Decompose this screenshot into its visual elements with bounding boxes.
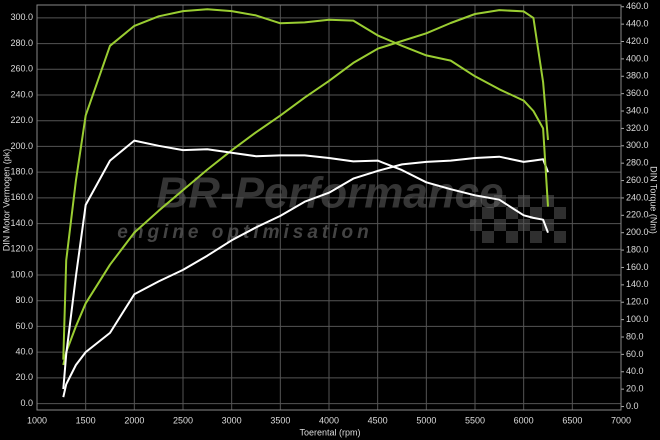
- y2-tick-label: 460.0: [626, 1, 649, 11]
- watermark-subtitle: engine optimisation: [117, 222, 372, 243]
- y2-tick-label: 40.0: [626, 366, 644, 376]
- y2-tick-label: 360.0: [626, 88, 649, 98]
- y-axis-title: DIN Motor Vermogen (pk): [1, 149, 11, 252]
- y2-tick-label: 140.0: [626, 279, 649, 289]
- y-tick-label: 200.0: [10, 141, 33, 151]
- y2-tick-label: 160.0: [626, 262, 649, 272]
- y2-tick-label: 280.0: [626, 158, 649, 168]
- y-tick-label: 220.0: [10, 115, 33, 125]
- y2-tick-label: 120.0: [626, 297, 649, 307]
- y2-tick-label: 100.0: [626, 314, 649, 324]
- y-tick-label: 120.0: [10, 244, 33, 254]
- data-line: [62, 9, 549, 366]
- y2-tick-label: 0.0: [626, 401, 639, 411]
- y2-tick-label: 60.0: [626, 349, 644, 359]
- x-tick-label: 3500: [270, 415, 290, 425]
- x-tick-label: 1000: [27, 415, 47, 425]
- x-tick-label: 2500: [173, 415, 193, 425]
- y-tick-label: 300.0: [10, 12, 33, 22]
- y-tick-label: 280.0: [10, 38, 33, 48]
- x-tick-label: 2000: [124, 415, 144, 425]
- data-line: [62, 155, 549, 398]
- y-tick-label: 260.0: [10, 64, 33, 74]
- y-tick-label: 80.0: [15, 295, 33, 305]
- y2-tick-label: 80.0: [626, 331, 644, 341]
- x-tick-label: 5500: [465, 415, 485, 425]
- y2-tick-label: 320.0: [626, 123, 649, 133]
- x-tick-label: 5000: [416, 415, 436, 425]
- x-tick-label: 4500: [368, 415, 388, 425]
- y2-tick-label: 440.0: [626, 18, 649, 28]
- y-tick-label: 40.0: [15, 347, 33, 357]
- y2-axis-title: DIN Torque (Nm): [649, 166, 659, 234]
- x-tick-label: 3000: [222, 415, 242, 425]
- y-tick-label: 0.0: [20, 398, 33, 408]
- y2-tick-label: 180.0: [626, 244, 649, 254]
- x-tick-label: 4000: [319, 415, 339, 425]
- x-tick-label: 7000: [611, 415, 631, 425]
- y2-tick-label: 240.0: [626, 192, 649, 202]
- y2-tick-label: 220.0: [626, 210, 649, 220]
- y-tick-label: 100.0: [10, 269, 33, 279]
- y2-tick-label: 380.0: [626, 71, 649, 81]
- data-line: [62, 139, 549, 390]
- y2-tick-label: 260.0: [626, 175, 649, 185]
- x-tick-label: 6000: [514, 415, 534, 425]
- y2-tick-label: 420.0: [626, 36, 649, 46]
- y-tick-label: 160.0: [10, 192, 33, 202]
- x-axis-title: Toerental (rpm): [299, 427, 360, 437]
- x-tick-label: 1500: [76, 415, 96, 425]
- plot-frame: [36, 4, 622, 411]
- x-tick-label: 6500: [562, 415, 582, 425]
- y-tick-label: 60.0: [15, 321, 33, 331]
- y-tick-label: 240.0: [10, 89, 33, 99]
- y2-tick-label: 200.0: [626, 227, 649, 237]
- y2-tick-label: 300.0: [626, 140, 649, 150]
- y-tick-label: 140.0: [10, 218, 33, 228]
- y2-tick-label: 400.0: [626, 53, 649, 63]
- y-tick-label: 180.0: [10, 167, 33, 177]
- y2-tick-label: 340.0: [626, 105, 649, 115]
- data-line: [62, 8, 549, 360]
- y-tick-label: 20.0: [15, 372, 33, 382]
- y2-tick-label: 20.0: [626, 384, 644, 394]
